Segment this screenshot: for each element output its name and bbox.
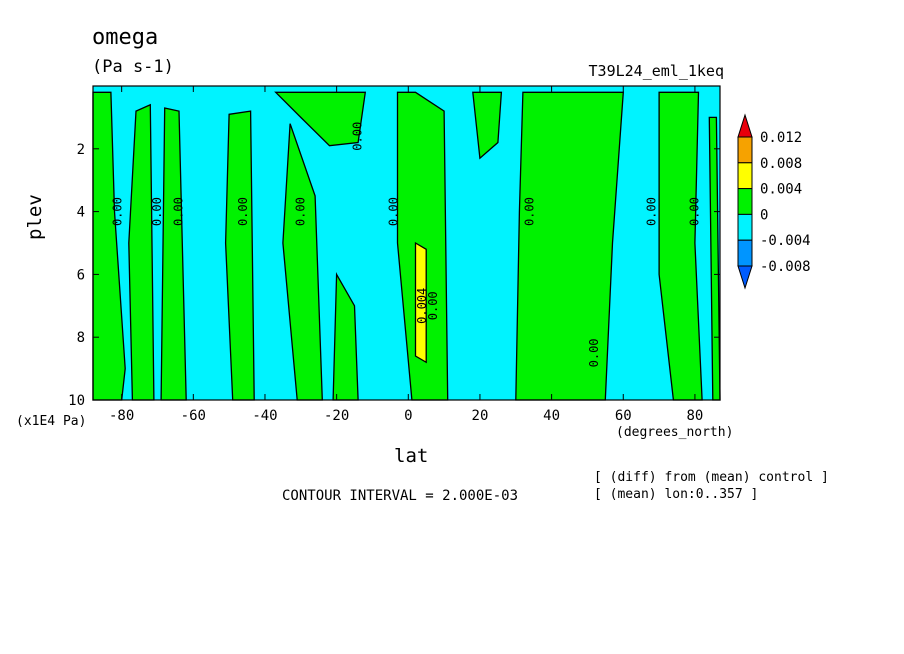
y-tick-label: 10: [68, 393, 85, 409]
x-tick-label: -40: [252, 408, 277, 424]
colorbar-label: -0.004: [760, 233, 811, 249]
x-tick-label: 80: [686, 408, 703, 424]
y-tick-label: 2: [77, 142, 85, 158]
colorbar-swatch: [737, 239, 753, 267]
contour-label: 0.00: [293, 197, 307, 226]
contour-label: 0.00: [111, 197, 125, 226]
y-tick-label: 6: [77, 267, 85, 283]
plot-frame: [92, 85, 721, 401]
contour-label: 0.00: [387, 197, 401, 226]
x-tick-label: -80: [109, 408, 134, 424]
y-axis-unit-label: (x1E4 Pa): [16, 414, 87, 429]
contour-label: 0.00: [688, 197, 702, 226]
colorbar-swatch: [737, 136, 753, 164]
contour-label: 0.004: [415, 288, 429, 324]
y-tick-label: 8: [77, 330, 85, 346]
colorbar-swatch: [737, 213, 753, 241]
x-tick-label: 40: [543, 408, 560, 424]
x-tick-label: 0: [404, 408, 412, 424]
contour-label: 0.00: [150, 197, 164, 226]
contour-region-9: [515, 91, 624, 401]
colorbar-label: 0: [760, 207, 768, 223]
x-axis-label: lat: [394, 445, 429, 467]
units-label: (Pa s-1): [92, 57, 174, 77]
contour-label: 0.00: [523, 197, 537, 226]
contour-label: 0.00: [236, 197, 250, 226]
x-tick-label: -60: [181, 408, 206, 424]
x-tick-label: 60: [615, 408, 632, 424]
x-tick-label: 20: [472, 408, 489, 424]
colorbar-label: 0.012: [760, 130, 802, 146]
contour-interval-label: CONTOUR INTERVAL = 2.000E-03: [282, 488, 519, 504]
x-tick-label: -20: [324, 408, 349, 424]
contour-region-8: [472, 91, 503, 160]
mean-note: [ (mean) lon:0..357 ]: [594, 487, 759, 502]
x-axis-unit-label: (degrees_north): [616, 425, 734, 440]
colorbar-bottom-arrow: [737, 265, 753, 290]
run-name-label: T39L24_eml_1keq: [588, 62, 724, 80]
colorbar-label: 0.004: [760, 182, 802, 198]
y-tick-label: 4: [77, 205, 85, 221]
contour-region-5: [274, 91, 367, 147]
diff-note: [ (diff) from (mean) control ]: [594, 470, 829, 485]
colorbar-label: -0.008: [760, 259, 811, 275]
contour-label: 0.00: [351, 122, 365, 151]
contour-label: 0.00: [172, 197, 186, 226]
contour-label: 0.00: [645, 197, 659, 226]
colorbar-swatch: [737, 162, 753, 190]
colorbar-top-arrow: [737, 113, 753, 138]
colorbar-swatch: [737, 188, 753, 215]
chart-title: omega: [92, 25, 159, 50]
contour-label: 0.00: [587, 338, 601, 367]
contour-region-12: [414, 241, 427, 364]
colorbar-label: 0.008: [760, 156, 802, 172]
contour-label: 0.00: [426, 291, 440, 320]
